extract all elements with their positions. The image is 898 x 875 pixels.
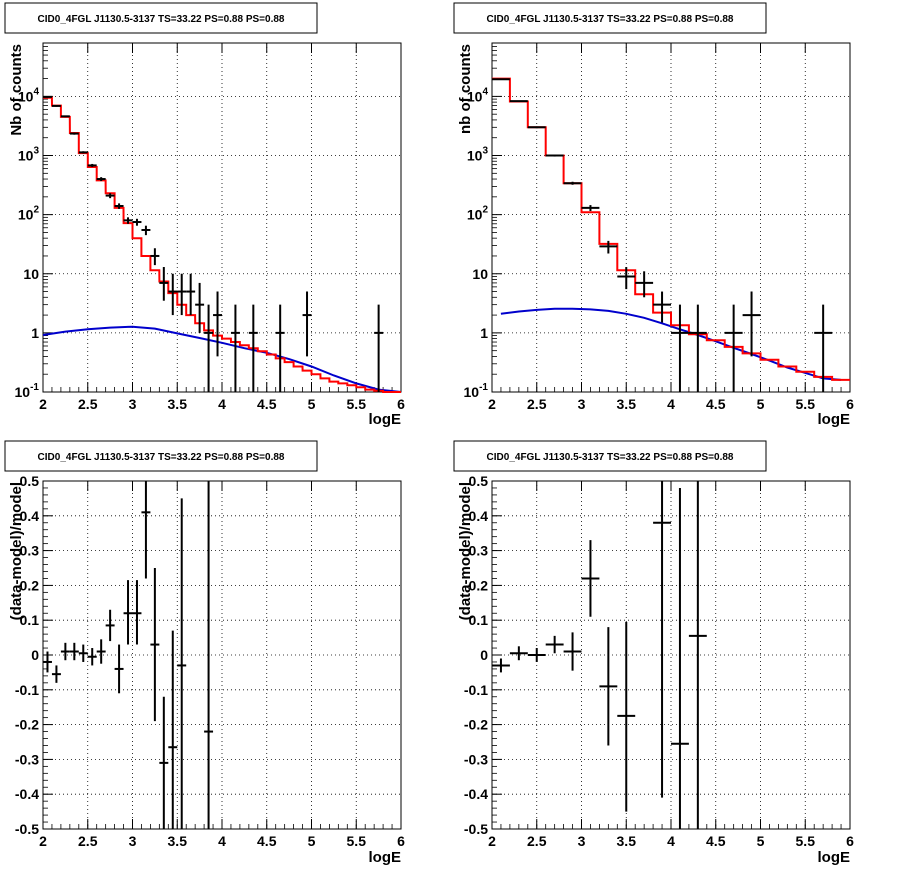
- title-box: [453, 2, 767, 34]
- y-tick-label: -0.5: [15, 821, 39, 837]
- y-tick-label: -0.5: [464, 821, 488, 837]
- plot-area-bl: 2 2.5 3 3.5 4 4.5 5 5.5 6 -0.5 -0.4 -0.3 -0.2 -0.1 0 0.…: [15, 473, 405, 849]
- panel-title: CID0_4FGL J1130.5-3137 TS=33.22 PS=0.88 …: [487, 14, 734, 25]
- x-tick-label: 4.5: [706, 396, 726, 412]
- x-tick-label: 3.5: [168, 833, 188, 849]
- panel-title: CID0_4FGL J1130.5-3137 TS=33.22 PS=0.88 …: [38, 14, 285, 25]
- panel-bottom-right: CID0_4FGL J1130.5-3137 TS=33.22 PS=0.88 …: [453, 440, 854, 866]
- x-tick-label: 5.5: [796, 833, 816, 849]
- y-tick-label: 0.5: [20, 473, 40, 489]
- y-tick-label: -0.3: [15, 751, 39, 767]
- x-tick-label: 2: [39, 396, 47, 412]
- y-tick-label: 1: [31, 325, 39, 341]
- y-axis-label: (data-model)/model: [8, 482, 25, 620]
- x-tick-label: 4: [667, 396, 675, 412]
- x-axis-label: logE: [369, 411, 402, 428]
- x-tick-label: 6: [397, 396, 405, 412]
- x-tick-label: 5.5: [796, 396, 816, 412]
- x-tick-label: 5: [308, 833, 316, 849]
- x-tick-label: 2: [488, 833, 496, 849]
- x-tick-label: 4: [218, 833, 226, 849]
- x-tick-label: 3: [129, 833, 137, 849]
- x-tick-label: 3: [578, 833, 586, 849]
- y-tick-label: 0: [31, 647, 39, 663]
- x-tick-label: 6: [846, 396, 854, 412]
- total-model-histogram: [43, 96, 401, 393]
- x-tick-label: 4: [667, 833, 675, 849]
- plot-frame: [42, 42, 402, 393]
- y-tick-label: -0.1: [15, 682, 39, 698]
- x-tick-label: 2: [488, 396, 496, 412]
- y-tick-label: 0: [480, 647, 488, 663]
- y-tick-label: -0.4: [15, 786, 39, 802]
- background-model-line: [42, 325, 402, 393]
- x-tick-label: 2.5: [527, 833, 547, 849]
- y-tick-label: 0.4: [20, 508, 40, 524]
- y-tick-label: -0.2: [15, 717, 39, 733]
- y-tick-label: 0.2: [469, 577, 489, 593]
- x-tick-label: 5: [757, 396, 765, 412]
- x-tick-label: 2.5: [78, 396, 98, 412]
- y-tick-label: 10: [472, 266, 488, 282]
- x-tick-label: 6: [397, 833, 405, 849]
- x-tick-label: 6: [846, 833, 854, 849]
- y-axis-label: nb of counts: [457, 44, 474, 134]
- plot-area-tr: 2 2.5 3 3.5 4 4.5 5 5.5 6 10-1 1 10 102 103 104: [464, 42, 854, 412]
- y-tick-label: 10-1: [15, 382, 40, 400]
- x-tick-label: 2.5: [527, 396, 547, 412]
- x-tick-label: 4.5: [257, 396, 277, 412]
- x-tick-label: 2: [39, 833, 47, 849]
- panel-title: CID0_4FGL J1130.5-3137 TS=33.22 PS=0.88 …: [38, 452, 285, 463]
- y-axis-label: Nb of counts: [8, 44, 25, 136]
- x-tick-label: 2.5: [78, 833, 98, 849]
- x-axis-label: logE: [818, 849, 851, 866]
- x-tick-label: 5.5: [347, 396, 367, 412]
- plot-frame: [491, 480, 851, 830]
- plot-area-br: 2 2.5 3 3.5 4 4.5 5 5.5 6 -0.5 -0.4 -0.3 -0.2 -0.1 0 0.…: [464, 473, 854, 849]
- x-tick-label: 5: [308, 396, 316, 412]
- y-tick-label: 0.5: [469, 473, 489, 489]
- y-tick-label: 0.3: [20, 543, 40, 559]
- y-tick-label: -0.2: [464, 717, 488, 733]
- x-tick-label: 4: [218, 396, 226, 412]
- y-tick-label: 104: [467, 86, 489, 104]
- y-tick-label: 102: [18, 205, 40, 223]
- y-tick-label: 102: [467, 205, 489, 223]
- y-tick-label: 0.2: [20, 577, 40, 593]
- x-tick-label: 3.5: [168, 396, 188, 412]
- x-tick-label: 5: [757, 833, 765, 849]
- y-tick-label: -0.1: [464, 682, 488, 698]
- x-tick-label: 3.5: [617, 396, 637, 412]
- x-tick-label: 3: [578, 396, 586, 412]
- y-tick-label: 10-1: [464, 382, 489, 400]
- y-tick-label: 0.1: [20, 612, 40, 628]
- plot-area-tl: 2 2.5 3 3.5 4 4.5 5 5.5 6 10-1 1 10 102 103 104: [15, 42, 405, 412]
- x-tick-label: 3.5: [617, 833, 637, 849]
- y-tick-label: -0.3: [464, 751, 488, 767]
- panel-top-left: CID0_4FGL J1130.5-3137 TS=33.22 PS=0.88 …: [4, 2, 405, 428]
- title-box: [453, 440, 767, 472]
- x-axis-label: logE: [369, 849, 402, 866]
- title-box: [4, 440, 318, 472]
- y-tick-label: 104: [18, 86, 40, 104]
- y-tick-label: 1: [480, 325, 488, 341]
- y-axis-label: (data-model)/model: [457, 482, 474, 620]
- panel-bottom-left: CID0_4FGL J1130.5-3137 TS=33.22 PS=0.88 …: [4, 440, 405, 866]
- x-tick-label: 4.5: [706, 833, 726, 849]
- x-tick-label: 5.5: [347, 833, 367, 849]
- panel-top-right: CID0_4FGL J1130.5-3137 TS=33.22 PS=0.88 …: [453, 2, 854, 428]
- title-box: [4, 2, 318, 34]
- y-tick-label: 0.3: [469, 543, 489, 559]
- y-tick-label: 0.4: [469, 508, 489, 524]
- y-tick-label: 103: [18, 146, 40, 164]
- y-tick-label: -0.4: [464, 786, 488, 802]
- panel-title: CID0_4FGL J1130.5-3137 TS=33.22 PS=0.88 …: [487, 452, 734, 463]
- y-tick-label: 103: [467, 146, 489, 164]
- x-tick-label: 4.5: [257, 833, 277, 849]
- y-tick-label: 10: [23, 266, 39, 282]
- x-axis-label: logE: [818, 411, 851, 428]
- x-tick-label: 3: [129, 396, 137, 412]
- y-tick-label: 0.1: [469, 612, 489, 628]
